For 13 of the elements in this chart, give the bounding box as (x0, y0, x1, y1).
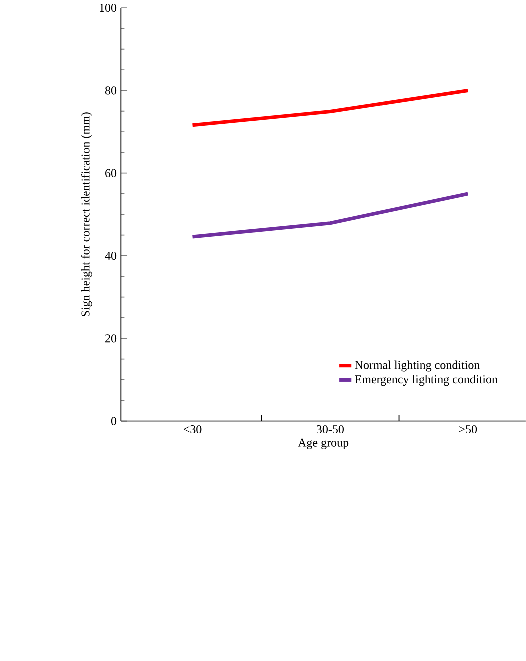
x-axis-title: Age group (298, 438, 348, 450)
x-tick-label: >50 (459, 425, 477, 434)
legend-label: Normal lighting condition (354, 360, 480, 372)
y-axis-title: Sign height for correct identification (mm) (81, 112, 92, 316)
x-tick-label: 30-50 (316, 425, 344, 434)
y-tick-label: 80 (105, 86, 116, 95)
y-tick-label: 40 (105, 252, 116, 260)
y-tick-label: 20 (105, 334, 116, 343)
y-tick-label: 100 (100, 4, 116, 12)
legend-label: Emergency lighting condition (354, 375, 498, 386)
x-tick-label: <30 (184, 425, 202, 434)
y-tick-label: 60 (105, 169, 116, 178)
y-tick-label: 0 (111, 417, 116, 426)
